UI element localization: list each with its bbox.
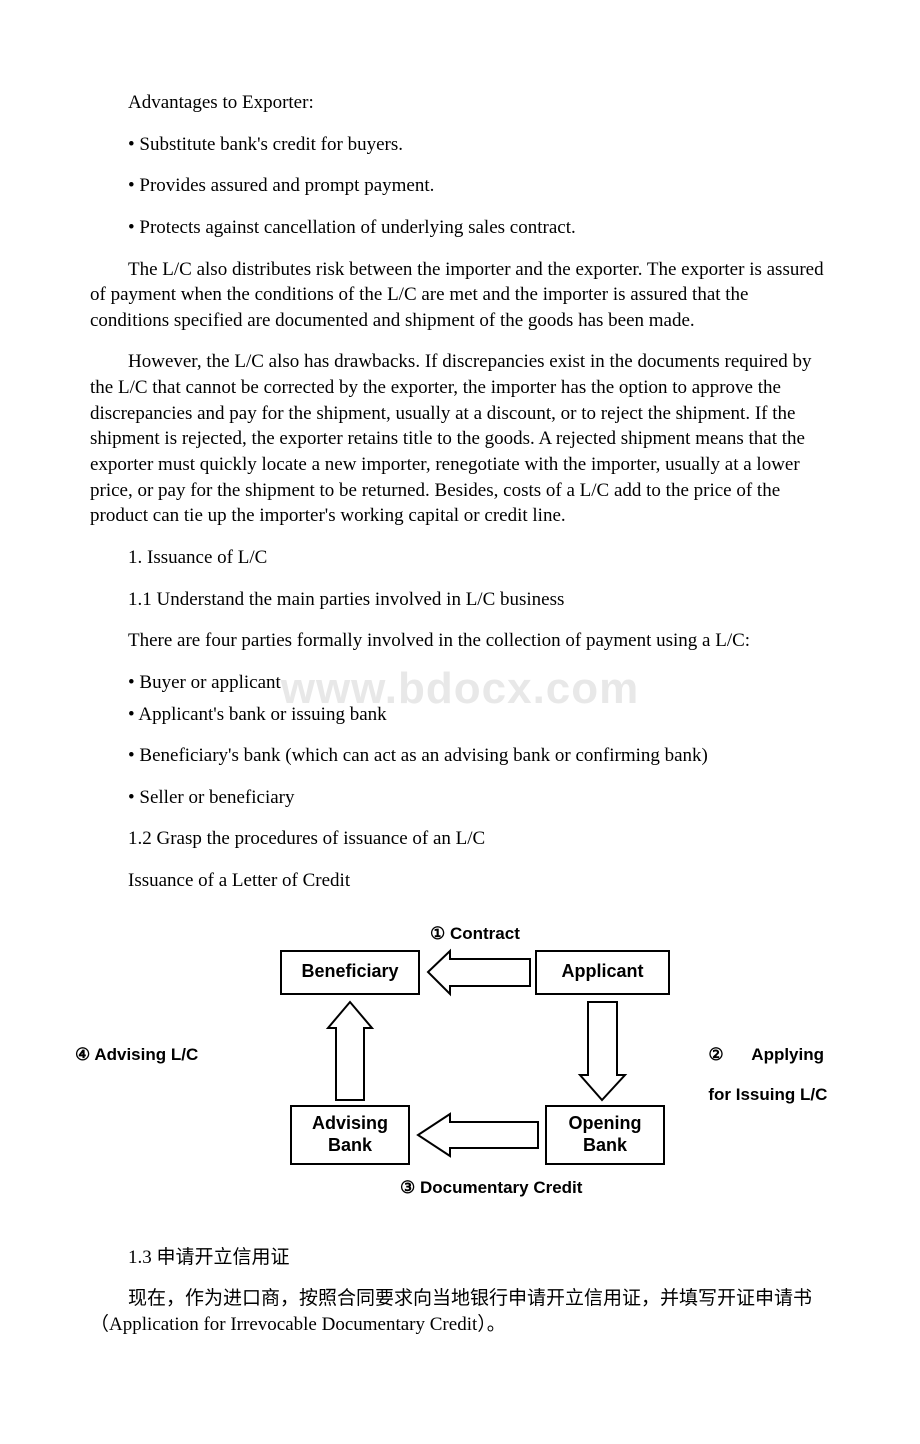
adv-bullet-2: • Provides assured and prompt payment. [90,173,830,199]
box-opening-bank: Opening Bank [545,1105,665,1165]
paragraph-four-parties: There are four parties formally involved… [90,628,830,654]
diagram-arrows [150,910,770,1220]
arrow-documentary-credit [418,1114,538,1156]
paragraph-drawbacks: However, the L/C also has drawbacks. If … [90,349,830,528]
arrow-applying [580,1002,625,1100]
party-bullet-2: • Applicant's bank or issuing bank [90,702,830,728]
paragraph-distribute-risk: The L/C also distributes risk between th… [90,257,830,334]
box-applicant: Applicant [535,950,670,995]
party-bullet-3: • Beneficiary's bank (which can act as a… [90,743,830,769]
label-applying-l1: ② Applying [708,1045,824,1064]
adv-bullet-3: • Protects against cancellation of under… [90,215,830,241]
label-contract: ① Contract [430,924,520,944]
heading-application-cn: 1.3 申请开立信用证 [90,1245,830,1271]
party-bullet-1: • Buyer or applicant [90,670,830,696]
label-advising: ④ Advising L/C [75,1045,275,1065]
arrow-contract [428,951,530,994]
heading-parties: 1.1 Understand the main parties involved… [90,587,830,613]
advantages-title: Advantages to Exporter: [90,90,830,116]
paragraph-issuance-title: Issuance of a Letter of Credit [90,868,830,894]
box-advising-bank: Advising Bank [290,1105,410,1165]
paragraph-application-cn: 现在，作为进口商，按照合同要求向当地银行申请开立信用证，并填写开证申请书（App… [90,1286,830,1337]
label-applying-l2: for Issuing L/C [708,1085,827,1104]
document-page: Advantages to Exporter: • Substitute ban… [0,0,920,1444]
label-applying: ② Applying for Issuing L/C [680,1025,860,1125]
heading-procedures: 1.2 Grasp the procedures of issuance of … [90,826,830,852]
party-bullet-4: • Seller or beneficiary [90,785,830,811]
label-documentary-credit: ③ Documentary Credit [400,1178,582,1198]
adv-bullet-1: • Substitute bank's credit for buyers. [90,132,830,158]
arrow-advising [328,1002,372,1100]
lc-issuance-diagram: Beneficiary Applicant Advising Bank Open… [150,910,770,1220]
heading-issuance: 1. Issuance of L/C [90,545,830,571]
box-beneficiary: Beneficiary [280,950,420,995]
